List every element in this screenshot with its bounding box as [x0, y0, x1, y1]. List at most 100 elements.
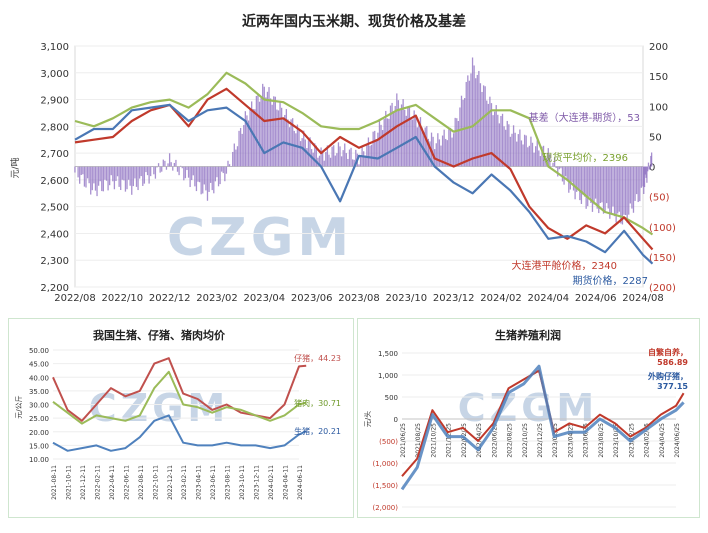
basis-bar [492, 115, 494, 167]
basis-bar [364, 155, 366, 167]
basis-bar [353, 159, 355, 167]
basis-bar [418, 123, 420, 167]
basis-bar [194, 166, 196, 187]
basis-bar [219, 166, 221, 185]
main-ytick-right: 200 [649, 42, 668, 53]
basis-bar [621, 166, 624, 225]
basis-bar [280, 107, 283, 167]
hog-xtick: 2023-06-11 [210, 465, 217, 500]
basis-bar [607, 166, 609, 209]
basis-bar [203, 166, 205, 185]
main-plot-area: 3,100 3,000 2,900 2,800 2,700 2,600 2,500 2,400… [40, 42, 676, 304]
basis-bar [168, 153, 171, 167]
hog-xtick: 2021-08-11 [51, 465, 58, 500]
basis-bar [623, 166, 625, 215]
basis-bar [138, 166, 141, 179]
basis-bar [355, 149, 357, 167]
basis-bar [407, 106, 409, 167]
basis-bar [292, 118, 294, 167]
basis-bar [266, 91, 269, 167]
basis-bar [198, 166, 201, 183]
annotation-futures-label: 期货价格， [573, 274, 623, 287]
hog-xtick: 2022-04-11 [109, 465, 116, 500]
basis-bar [427, 138, 430, 167]
basis-bar [438, 139, 441, 167]
basis-bar [96, 166, 98, 197]
basis-bar [582, 166, 584, 195]
basis-bar [629, 166, 631, 204]
basis-bar [326, 145, 329, 167]
basis-bar [262, 83, 264, 167]
basis-bar [497, 114, 499, 167]
basis-bar [176, 166, 179, 172]
basis-bar [437, 133, 439, 167]
basis-bar [154, 166, 157, 179]
basis-bar [590, 166, 592, 203]
basis-bar [340, 156, 343, 167]
basis-bar [624, 166, 627, 215]
basis-bar [274, 96, 276, 167]
main-ytick-left: 2,600 [40, 176, 69, 187]
basis-bar [187, 166, 190, 178]
profit-xtick: 2021/12/25 [446, 423, 453, 458]
basis-bar [295, 133, 297, 167]
basis-bar [569, 166, 572, 190]
hog-ytick: 25.00 [29, 415, 49, 423]
basis-bar [86, 166, 89, 179]
profit-ytick: (500) [379, 438, 398, 446]
basis-bar [588, 166, 590, 197]
basis-bar [604, 166, 606, 213]
basis-bar [269, 98, 272, 167]
basis-bar [309, 137, 311, 167]
basis-bar [150, 166, 152, 177]
basis-bar [410, 119, 412, 167]
basis-bar [580, 166, 583, 204]
main-ytick-left: 2,300 [40, 256, 69, 267]
profit-ytick: (1,000) [372, 460, 398, 468]
basis-bar [484, 86, 486, 167]
hog-ytick: 40.00 [29, 374, 49, 382]
profit-xtick: 2022/10/25 [522, 423, 529, 458]
annotation-spot: 现货平均价，2396 [543, 151, 628, 164]
basis-bar [617, 166, 619, 214]
annotation-basis-label: 基差（大连港-期货）， [529, 111, 628, 124]
basis-bar [205, 166, 207, 191]
basis-bar [544, 157, 546, 167]
basis-bar [202, 166, 204, 194]
basis-bar [145, 166, 147, 173]
main-xtick: 2024/08 [622, 293, 664, 304]
basis-bar [478, 70, 480, 167]
basis-bar [393, 111, 395, 167]
profit-xtick: 2021/10/25 [430, 423, 437, 458]
basis-bar [566, 166, 568, 181]
basis-bar [251, 101, 253, 167]
basis-bar [211, 166, 213, 191]
basis-bar [97, 166, 100, 186]
basis-bar [564, 166, 567, 177]
profit-xtick: 2024/02/25 [644, 423, 651, 458]
basis-bar [279, 101, 281, 167]
hog-xtick: 2022-10-11 [152, 465, 159, 500]
basis-bar [555, 166, 557, 168]
basis-bar [574, 166, 576, 200]
basis-bar [224, 166, 226, 182]
annotation-pork: 猪肉，30.71 [294, 398, 341, 408]
basis-bar [304, 139, 306, 167]
basis-bar [228, 164, 231, 167]
basis-bar [183, 166, 185, 181]
profit-ytick: 1,500 [378, 350, 398, 358]
basis-bar [222, 166, 224, 174]
basis-bar [381, 130, 384, 167]
basis-bar [613, 166, 616, 217]
hog-ytick: 30.00 [29, 402, 49, 410]
basis-bar [257, 93, 259, 167]
basis-bar [602, 166, 605, 214]
basis-bar [314, 143, 316, 167]
basis-bar [225, 166, 228, 174]
basis-bar [345, 153, 347, 167]
basis-bar [123, 166, 125, 181]
basis-bar [80, 166, 82, 175]
basis-bar [172, 166, 174, 171]
basis-bar [490, 103, 493, 167]
basis-bar [591, 166, 594, 212]
